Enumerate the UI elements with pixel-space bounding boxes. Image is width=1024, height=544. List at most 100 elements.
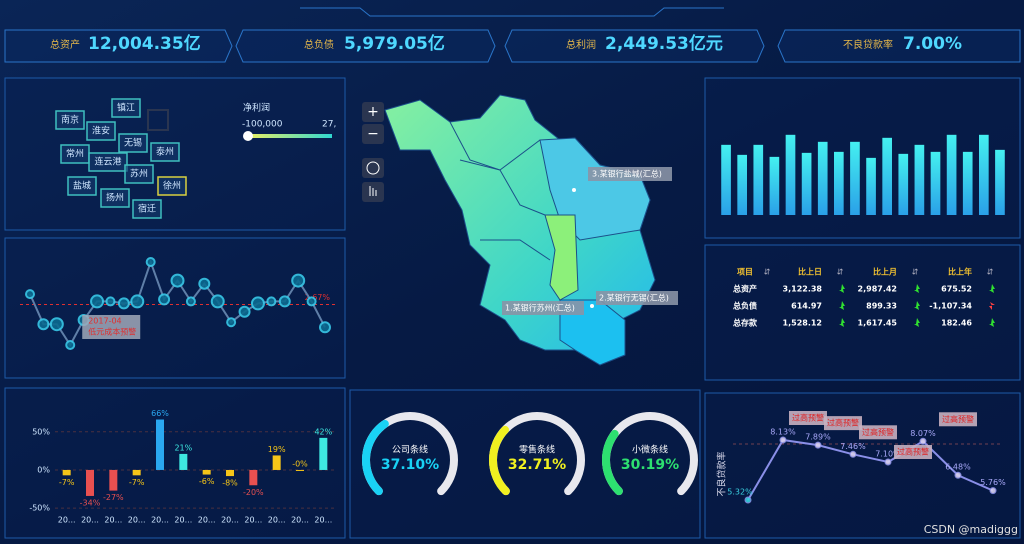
point bbox=[37, 318, 50, 331]
gauge-name: 小微条线 bbox=[632, 444, 668, 456]
tool-icon bbox=[369, 186, 377, 196]
city-label: 徐州 bbox=[163, 180, 181, 192]
trend-arrow bbox=[914, 284, 920, 293]
point bbox=[49, 317, 64, 332]
point bbox=[319, 321, 331, 334]
data-label: -7% bbox=[129, 478, 145, 487]
city-box[interactable] bbox=[88, 152, 128, 172]
x-tick-label: 20... bbox=[244, 516, 262, 525]
city-box[interactable] bbox=[100, 188, 130, 208]
trend-arrow bbox=[989, 302, 995, 310]
x-tick-label: 20... bbox=[128, 516, 146, 525]
y-tick-label: 0% bbox=[37, 465, 50, 474]
warning-box bbox=[789, 411, 827, 425]
data-label: 42% bbox=[314, 427, 332, 436]
kpi-box bbox=[777, 29, 1021, 63]
mark-line-label: 2.67% bbox=[305, 293, 331, 302]
trend-arrow bbox=[839, 318, 845, 327]
city-label: 盐城 bbox=[73, 180, 91, 192]
map-point bbox=[590, 304, 594, 308]
bar bbox=[866, 157, 876, 215]
point bbox=[170, 273, 185, 288]
y-axis-label: 不良贷款率 bbox=[716, 451, 728, 496]
point bbox=[226, 317, 237, 328]
city-label: 镇江 bbox=[117, 102, 135, 114]
tool-button[interactable] bbox=[362, 158, 384, 178]
x-tick-label: 20... bbox=[81, 516, 99, 525]
x-tick-label: 20... bbox=[174, 516, 192, 525]
legend-min: -100,000 bbox=[242, 120, 283, 130]
city-box[interactable] bbox=[150, 142, 180, 162]
annotation: 低元成本预警 bbox=[88, 327, 136, 337]
city-box[interactable] bbox=[55, 110, 85, 130]
city-box[interactable] bbox=[111, 98, 141, 118]
point bbox=[744, 496, 752, 504]
gauge-value bbox=[489, 425, 510, 496]
table-cell: 1,617.45 bbox=[858, 319, 898, 328]
point bbox=[884, 458, 892, 466]
city-label: 苏州 bbox=[130, 168, 148, 180]
bar bbox=[226, 469, 234, 477]
city-label: 泰州 bbox=[156, 146, 174, 158]
point bbox=[238, 305, 251, 318]
kpi-value: 2,449.53亿元 bbox=[605, 33, 723, 54]
data-label: 7.89% bbox=[805, 433, 831, 442]
city-label: 无锡 bbox=[124, 138, 142, 149]
city-box[interactable] bbox=[132, 199, 162, 219]
table-cell: 182.46 bbox=[941, 319, 972, 328]
legend-max: 27, bbox=[322, 120, 336, 130]
bar bbox=[914, 144, 925, 215]
panel bbox=[4, 237, 346, 379]
kpi-label: 总资产 bbox=[50, 38, 80, 51]
data-label: -8% bbox=[222, 479, 238, 488]
legend-bar bbox=[246, 134, 332, 138]
bar bbox=[979, 134, 989, 215]
table-cell: 675.52 bbox=[941, 285, 972, 294]
point bbox=[65, 340, 76, 350]
city-box[interactable] bbox=[86, 121, 116, 141]
bar bbox=[132, 469, 141, 476]
table-header: 比上日 bbox=[798, 267, 822, 277]
city-box[interactable] bbox=[67, 176, 97, 196]
trend-arrow bbox=[914, 318, 920, 327]
bar bbox=[753, 144, 764, 215]
point bbox=[919, 437, 927, 445]
data-label: -34% bbox=[80, 498, 101, 507]
point bbox=[954, 471, 962, 479]
zoom-in-button[interactable] bbox=[362, 102, 384, 122]
city-box[interactable] bbox=[118, 133, 148, 153]
bar bbox=[249, 469, 258, 486]
kpi-box bbox=[235, 29, 496, 63]
gauge-value bbox=[602, 429, 623, 496]
bar bbox=[202, 469, 211, 475]
x-tick-label: 20... bbox=[291, 516, 309, 525]
point bbox=[306, 296, 317, 307]
bar bbox=[272, 455, 281, 470]
warning-box bbox=[859, 425, 897, 440]
bar bbox=[86, 469, 94, 496]
map-point bbox=[572, 188, 576, 192]
legend-handle[interactable] bbox=[243, 131, 253, 141]
data-label: 19% bbox=[268, 445, 286, 454]
data-label: 6.48% bbox=[945, 463, 971, 472]
warning-label: 过高预警 bbox=[827, 418, 859, 428]
y-tick-label: 50% bbox=[32, 427, 50, 436]
warning-box bbox=[939, 412, 977, 427]
data-label: 21% bbox=[174, 443, 192, 452]
table-cell: 3,122.38 bbox=[783, 285, 823, 294]
warning-box bbox=[894, 444, 932, 459]
table-header: 比上年 bbox=[948, 267, 972, 277]
panel bbox=[704, 77, 1021, 239]
city-box[interactable] bbox=[157, 176, 187, 196]
data-label: 8.13% bbox=[770, 428, 796, 437]
data-label: -7% bbox=[59, 478, 75, 487]
city-box[interactable] bbox=[124, 164, 154, 184]
point bbox=[25, 289, 35, 300]
point bbox=[158, 293, 171, 306]
zoom-out-button[interactable] bbox=[362, 124, 384, 144]
map-border bbox=[480, 239, 551, 261]
table-cell: 899.33 bbox=[866, 302, 897, 311]
data-label: 7.46% bbox=[840, 442, 866, 451]
gauge-name: 公司条线 bbox=[392, 444, 428, 456]
